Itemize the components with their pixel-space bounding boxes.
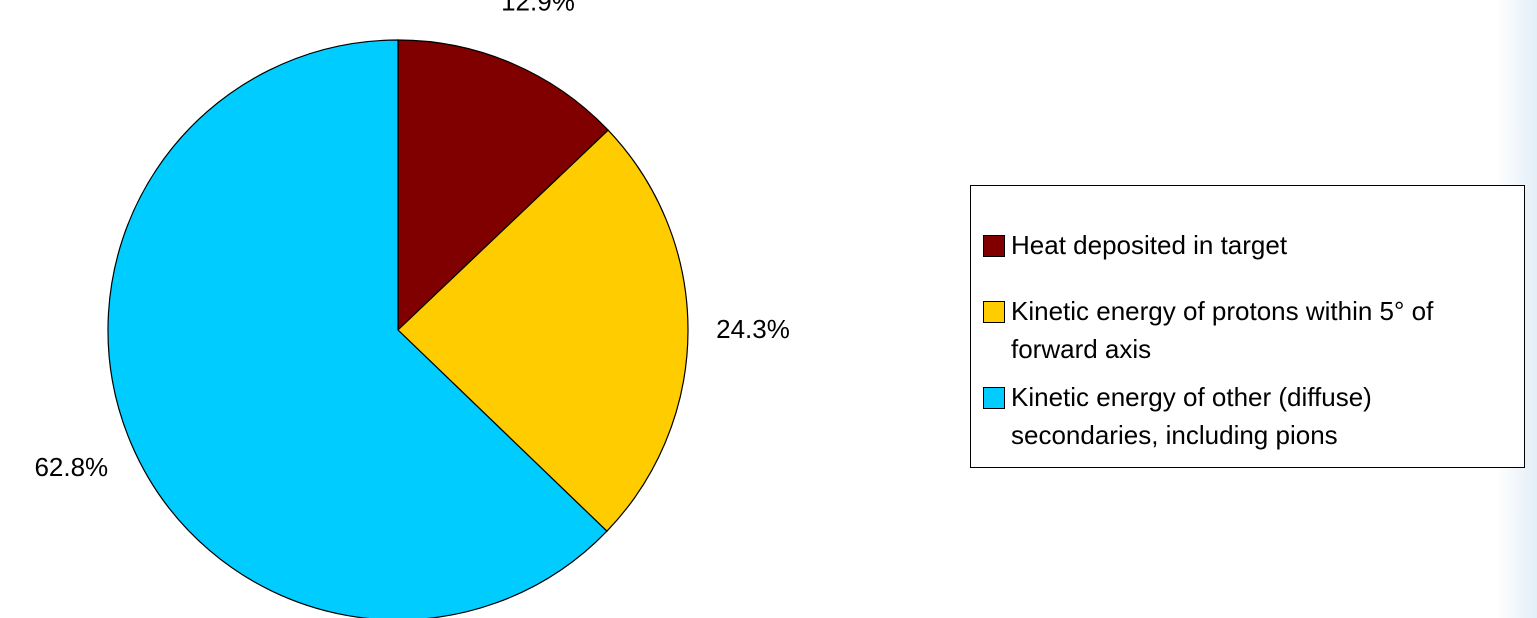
data-label: 12.9%: [501, 0, 575, 17]
legend-item: Heat deposited in target: [983, 226, 1524, 264]
legend-swatch: [983, 301, 1005, 323]
legend-label: Heat deposited in target: [1011, 230, 1288, 260]
legend-label: Kinetic energy of protons within 5° of f…: [1011, 296, 1434, 364]
legend-item: Kinetic energy of other (diffuse) second…: [983, 378, 1524, 454]
pie-slice: [397, 129, 689, 533]
legend-label: Kinetic energy of other (diffuse) second…: [1011, 382, 1372, 450]
pie-slice: [107, 39, 608, 618]
data-label: 24.3%: [716, 314, 790, 344]
legend-item: Kinetic energy of protons within 5° of f…: [983, 292, 1524, 368]
legend-swatch: [983, 235, 1005, 257]
legend: Heat deposited in target Kinetic energy o…: [970, 185, 1525, 468]
pie-slice: [397, 39, 609, 332]
legend-swatch: [983, 387, 1005, 409]
data-label: 62.8%: [34, 452, 108, 482]
